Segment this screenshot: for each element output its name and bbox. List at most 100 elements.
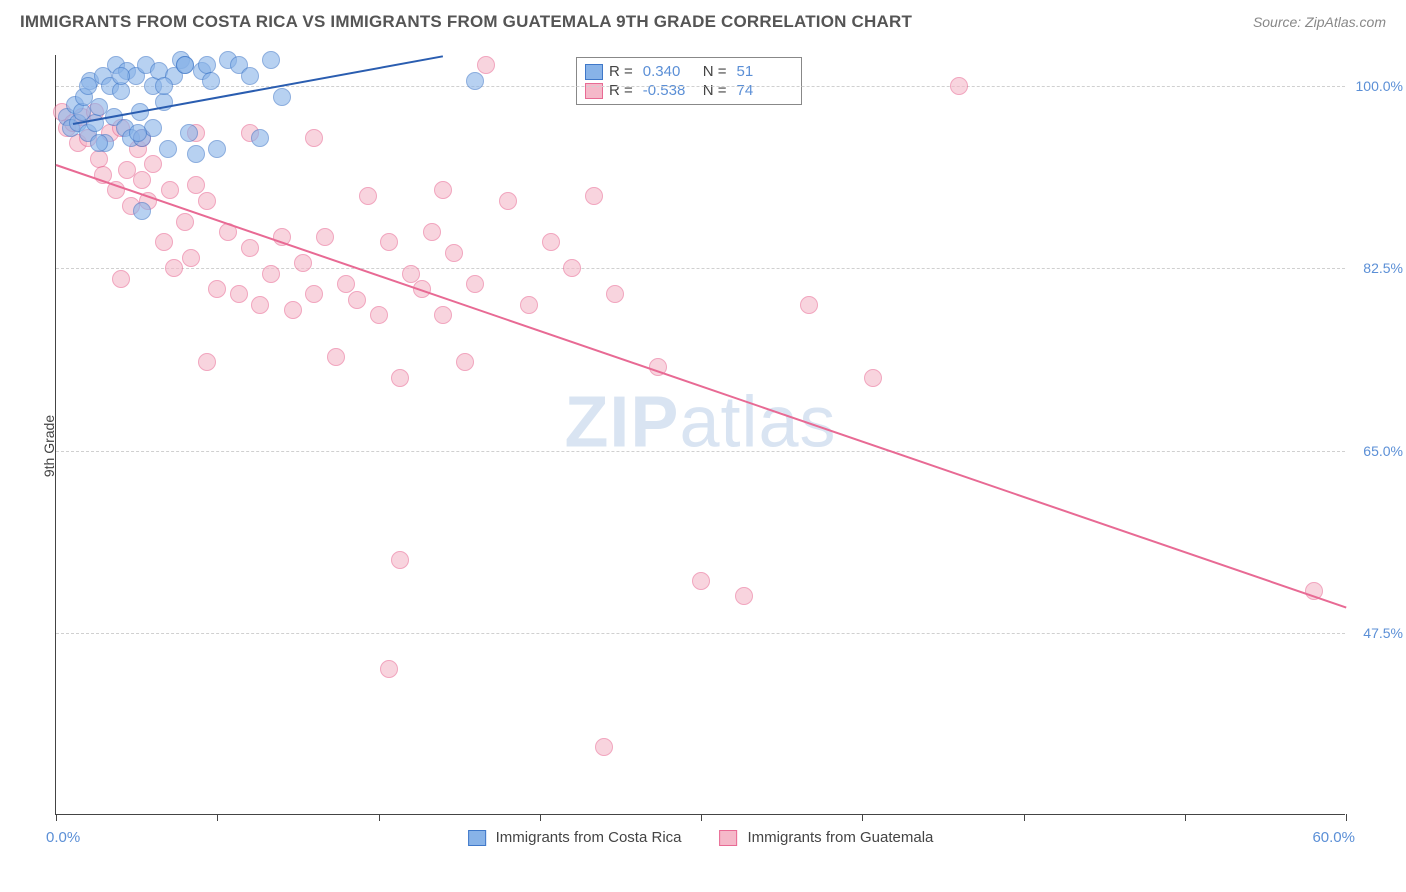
scatter-point [79,77,97,95]
y-gridline [56,633,1345,634]
chart-container: IMMIGRANTS FROM COSTA RICA VS IMMIGRANTS… [0,0,1406,892]
trend-line [56,164,1347,608]
scatter-point [445,244,463,262]
legend-row-series-a: R = 0.340 N = 51 [585,62,791,81]
legend-label-b: Immigrants from Guatemala [747,829,933,846]
x-axis-min-label: 0.0% [46,829,80,846]
y-tick-label: 82.5% [1363,260,1403,276]
scatter-point [327,348,345,366]
y-gridline [56,451,1345,452]
scatter-point [273,88,291,106]
scatter-point [182,249,200,267]
legend-swatch-b [585,83,603,99]
scatter-point [864,369,882,387]
scatter-point [359,187,377,205]
scatter-point [112,270,130,288]
scatter-point [370,306,388,324]
legend-row-series-b: R = -0.538 N = 74 [585,81,791,100]
scatter-point [90,134,108,152]
legend-swatch-a-icon [468,830,486,846]
scatter-point [316,228,334,246]
scatter-point [305,129,323,147]
scatter-point [294,254,312,272]
scatter-point [380,233,398,251]
scatter-point [606,285,624,303]
scatter-point [434,306,452,324]
scatter-point [595,738,613,756]
x-tick [217,814,218,821]
scatter-point [337,275,355,293]
scatter-point [230,285,248,303]
x-tick [701,814,702,821]
y-tick-label: 100.0% [1356,78,1403,94]
scatter-point [800,296,818,314]
scatter-point [86,114,104,132]
scatter-point [112,82,130,100]
scatter-point [202,72,220,90]
scatter-point [391,551,409,569]
scatter-point [198,192,216,210]
source-attribution: Source: ZipAtlas.com [1253,14,1386,30]
scatter-point [262,265,280,283]
scatter-point [198,353,216,371]
scatter-point [466,72,484,90]
scatter-point [155,233,173,251]
x-tick [379,814,380,821]
x-tick [1024,814,1025,821]
y-gridline [56,268,1345,269]
scatter-point [161,181,179,199]
scatter-point [241,239,259,257]
series-legend: Immigrants from Costa Rica Immigrants fr… [468,829,934,846]
scatter-point [380,660,398,678]
correlation-legend: R = 0.340 N = 51 R = -0.538 N = 74 [576,57,802,105]
scatter-point [133,171,151,189]
scatter-point [735,587,753,605]
scatter-point [284,301,302,319]
scatter-point [520,296,538,314]
scatter-point [305,285,323,303]
scatter-point [241,67,259,85]
scatter-point [133,202,151,220]
scatter-point [155,77,173,95]
scatter-point [180,124,198,142]
scatter-point [423,223,441,241]
scatter-point [563,259,581,277]
scatter-point [692,572,710,590]
scatter-point [176,56,194,74]
scatter-point [251,296,269,314]
scatter-point [112,67,130,85]
legend-swatch-a [585,64,603,80]
x-tick [1185,814,1186,821]
scatter-point [262,51,280,69]
scatter-point [950,77,968,95]
x-tick [862,814,863,821]
scatter-point [585,187,603,205]
legend-label-a: Immigrants from Costa Rica [496,829,682,846]
scatter-point [499,192,517,210]
chart-title: IMMIGRANTS FROM COSTA RICA VS IMMIGRANTS… [20,12,912,32]
scatter-point [208,280,226,298]
scatter-point [542,233,560,251]
scatter-point [477,56,495,74]
y-tick-label: 47.5% [1363,625,1403,641]
scatter-point [187,145,205,163]
scatter-point [159,140,177,158]
scatter-point [176,213,194,231]
y-tick-label: 65.0% [1363,443,1403,459]
scatter-point [348,291,366,309]
scatter-point [165,259,183,277]
scatter-point [402,265,420,283]
scatter-point [129,124,147,142]
scatter-point [208,140,226,158]
scatter-point [187,176,205,194]
scatter-point [466,275,484,293]
x-tick [540,814,541,821]
scatter-point [456,353,474,371]
scatter-point [144,155,162,173]
scatter-point [251,129,269,147]
x-tick [56,814,57,821]
plot-area: ZIPatlas R = 0.340 N = 51 R = -0.538 N =… [55,55,1345,815]
x-tick [1346,814,1347,821]
legend-swatch-b-icon [719,830,737,846]
scatter-point [434,181,452,199]
